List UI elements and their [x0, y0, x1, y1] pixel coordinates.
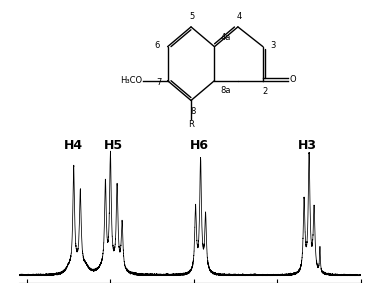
Text: 4a: 4a	[221, 33, 231, 42]
Text: 4: 4	[237, 12, 242, 21]
Text: H5: H5	[104, 140, 124, 153]
Text: 8a: 8a	[221, 86, 231, 95]
Text: H₃CO: H₃CO	[120, 76, 142, 85]
Text: H6: H6	[189, 140, 208, 153]
Text: 6: 6	[155, 41, 160, 50]
Text: H3: H3	[298, 140, 317, 153]
Text: 8: 8	[190, 107, 195, 116]
Text: 5: 5	[189, 12, 194, 21]
Text: R: R	[188, 120, 194, 129]
Text: H4: H4	[64, 140, 83, 153]
Text: 3: 3	[270, 41, 276, 50]
Text: 7: 7	[156, 78, 161, 87]
Text: 2: 2	[262, 87, 267, 96]
Text: O: O	[290, 75, 296, 84]
